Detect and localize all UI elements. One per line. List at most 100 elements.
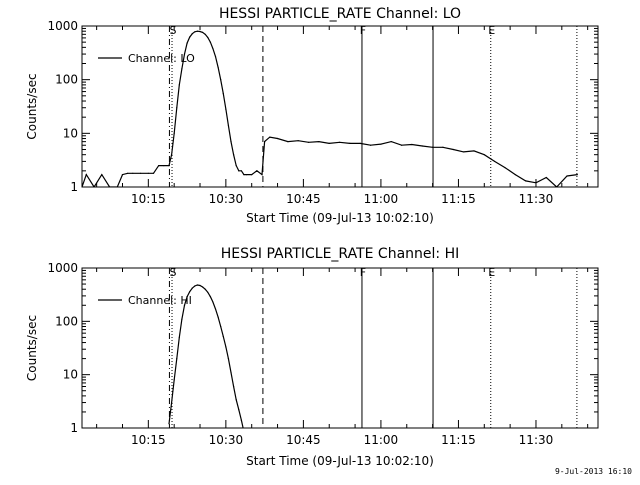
data-point [209,296,211,298]
data-point [261,174,263,176]
data-point [202,31,204,33]
data-point [176,107,178,109]
data-point [163,165,165,167]
series-line [168,284,244,428]
data-point [338,141,341,143]
data-point [222,93,224,95]
data-point [380,143,382,145]
data-point [222,335,224,338]
marker-label-S: S [170,266,177,279]
data-point [243,174,245,176]
data-point [209,41,211,43]
marker-label-E: E [488,266,495,279]
y-tick-label: 1000 [47,19,78,33]
data-point [504,166,506,169]
data-point [101,174,103,176]
x-tick-label: 11:15 [441,192,476,206]
data-point [212,47,214,50]
x-tick-label: 10:15 [131,192,166,206]
y-tick-label: 10 [63,126,78,140]
data-point [93,186,95,187]
x-tick-label: 10:30 [209,433,244,447]
data-point [359,142,361,144]
data-point [173,379,175,381]
data-point [181,68,183,70]
data-point [191,287,193,289]
data-point [217,316,219,318]
data-point [545,176,547,179]
data-point [240,170,242,172]
data-point [85,174,87,176]
y-tick-label: 1 [70,421,78,435]
x-tick-label: 11:30 [519,192,554,206]
y-tick-label: 1000 [47,261,78,275]
x-tick-label: 11:15 [441,433,476,447]
data-point [566,175,568,177]
data-point [189,36,191,38]
data-point [176,358,178,360]
data-point [158,165,160,167]
data-point [196,284,199,286]
panel-lo: HESSI PARTICLE_RATE Channel: LO 10:15 10:3… [25,6,599,225]
data-point [225,108,227,110]
y-tick-label: 100 [55,314,78,328]
data-point [186,42,188,44]
y-tick-label: 100 [55,73,78,87]
data-point [535,182,537,184]
data-point [390,141,392,143]
series-line [82,30,578,187]
data-point [204,33,206,35]
data-point [227,124,230,127]
data-point [411,143,413,146]
data-point [269,136,271,138]
data-point [240,419,242,421]
data-point [207,291,209,293]
data-point [442,146,444,148]
data-point [199,284,201,287]
marker-label-E: E [488,24,495,37]
y-tick-label: 1 [70,180,78,194]
data-point [233,154,235,156]
data-point [178,336,180,338]
panel-hi: HESSI PARTICLE_RATE Channel: HI 10:15 10:3… [25,246,599,468]
data-point [463,151,465,153]
data-point [170,154,173,156]
data-point [217,66,219,68]
x-axis-label: Start Time (09-Jul-13 10:02:10) [246,454,434,468]
data-point [116,186,118,187]
data-point [328,142,330,144]
data-point [227,358,230,360]
data-point [483,154,485,156]
x-tick-label: 10:45 [286,433,321,447]
data-point [251,174,253,176]
data-point [235,399,237,401]
marker-label-F: F [360,266,366,279]
data-point [82,186,83,187]
plot-frame [81,25,599,188]
data-point [369,144,372,146]
data-point [173,132,175,134]
data-point [556,186,558,187]
y-axis-label: Counts/sec [25,315,39,381]
data-point [225,346,227,348]
data-point [183,53,186,55]
data-point [494,160,496,162]
data-point [204,288,206,290]
data-point [108,186,111,187]
data-point [220,79,222,81]
data-point [233,385,235,388]
data-point [181,318,183,320]
legend-label: Channel: LO [128,52,195,65]
data-point [230,141,232,143]
data-point [194,285,196,287]
marker-label-S: S [170,24,177,37]
data-point [170,401,173,404]
plot-frame [81,267,599,429]
data-point [238,409,240,411]
data-point [183,304,186,306]
data-point [576,174,578,176]
data-point [220,325,222,328]
chart-title: HESSI PARTICLE_RATE Channel: LO [219,6,461,22]
